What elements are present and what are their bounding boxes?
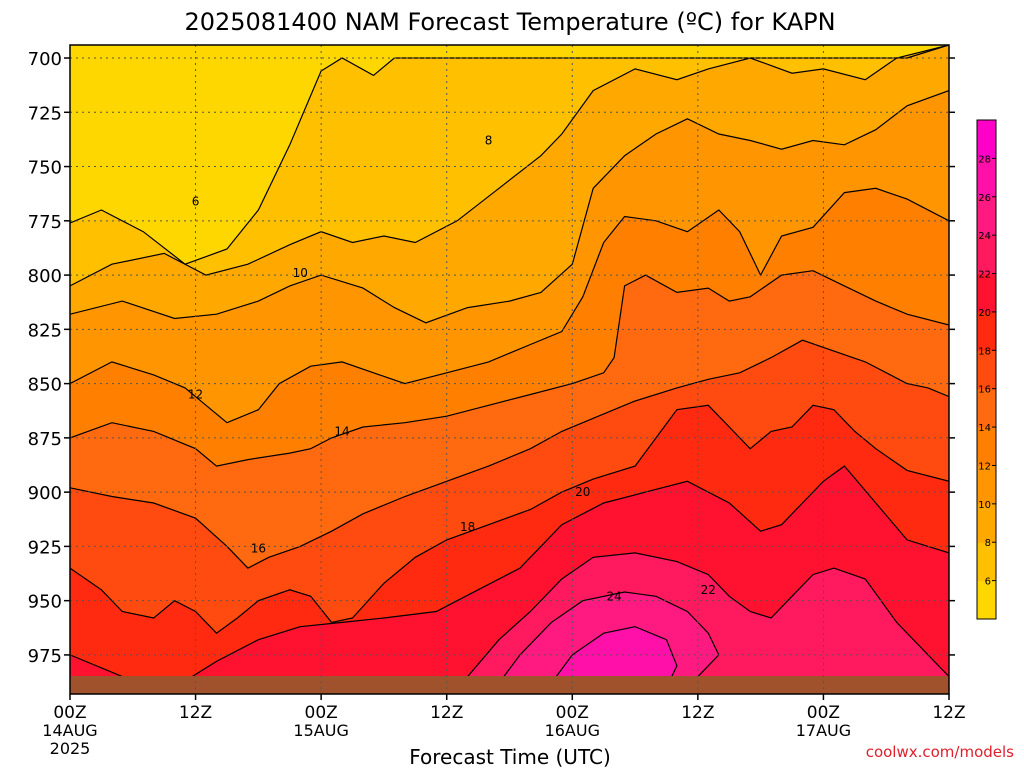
x-tick-year: 2025	[50, 739, 91, 758]
contour-label-18: 18	[460, 520, 475, 534]
contour-label-8: 8	[485, 134, 493, 148]
x-axis-label: Forecast Time (UTC)	[409, 745, 611, 768]
chart-title: 2025081400 NAM Forecast Temperature (ºC)…	[184, 8, 835, 36]
contour-line-24	[498, 591, 720, 684]
y-tick-label: 825	[28, 320, 62, 341]
colorbar-frame	[976, 119, 997, 620]
colorbar-label: 28	[978, 154, 991, 165]
x-tick-label: 00Z	[53, 703, 86, 723]
contour-line-26	[550, 626, 678, 688]
colorbar-swatch	[977, 158, 996, 198]
y-tick-label: 975	[28, 646, 62, 667]
y-tick-label: 750	[28, 158, 62, 179]
colorbar-label: 10	[978, 500, 991, 511]
contour-line-18	[70, 404, 949, 634]
contour-lines	[70, 45, 949, 689]
colorbar-label: 6	[985, 577, 991, 588]
contour-label-6: 6	[192, 194, 200, 208]
contour-line-14	[70, 270, 949, 467]
terrain-band	[70, 676, 949, 694]
contour-label-10: 10	[293, 266, 308, 280]
colorbar-swatch	[977, 503, 996, 543]
y-tick-label: 950	[28, 592, 62, 613]
plot-area: 6 8 10 12 14 16 18 20 22 24	[70, 45, 949, 694]
colorbar-label: 24	[978, 231, 991, 242]
contour-line-22	[467, 552, 949, 678]
x-tick-date: 17AUG	[796, 721, 851, 740]
contour-line-12	[70, 187, 949, 424]
colorbar-label: 22	[978, 270, 991, 281]
colorbar-label: 20	[978, 308, 991, 319]
x-tick-label: 00Z	[807, 703, 840, 723]
y-tick-label: 875	[28, 429, 62, 450]
colorbar-label: 8	[985, 538, 991, 549]
y-tick-label: 725	[28, 103, 62, 124]
grid-lines	[70, 45, 949, 694]
y-tick-label: 800	[28, 266, 62, 287]
plot-frame	[69, 44, 950, 695]
x-tick-label: 12Z	[932, 703, 965, 723]
colorbar-label: 26	[978, 193, 991, 204]
contour-label-12: 12	[188, 387, 203, 401]
x-tick-label: 12Z	[179, 703, 212, 723]
colorbar-label: 18	[978, 346, 991, 357]
colorbar-swatch	[977, 311, 996, 351]
y-tick-label: 700	[28, 49, 62, 70]
colorbar-swatch	[977, 120, 996, 159]
x-tick-label: 00Z	[305, 703, 338, 723]
contour-label-20: 20	[575, 485, 590, 499]
colorbar-swatch	[977, 235, 996, 275]
axes: 70072575077580082585087590092595097500Z1…	[28, 44, 966, 758]
colorbar-swatch	[977, 350, 996, 390]
contour-labels: 6 8 10 12 14 16 18 20 22 24	[188, 134, 716, 604]
contour-line-10	[70, 90, 949, 324]
colorbar-label: 14	[978, 423, 991, 434]
colorbar-swatch	[977, 542, 996, 582]
x-tick-date: 16AUG	[545, 721, 600, 740]
colorbar-swatch	[977, 465, 996, 505]
y-tick-label: 775	[28, 212, 62, 233]
x-tick-label: 12Z	[430, 703, 463, 723]
contour-label-14: 14	[334, 424, 349, 438]
contour-label-24: 24	[607, 589, 622, 603]
colorbar-label: 16	[978, 385, 991, 396]
colorbar-swatch	[977, 427, 996, 466]
colorbar-label: 12	[978, 461, 991, 472]
colorbar-swatch	[977, 196, 996, 236]
contour-line-20	[70, 465, 949, 689]
y-tick-label: 900	[28, 483, 62, 504]
contour-line-8	[70, 45, 949, 287]
x-tick-label: 00Z	[556, 703, 589, 723]
contour-line-16	[70, 339, 949, 569]
x-tick-date: 15AUG	[293, 721, 348, 740]
contour-label-16: 16	[251, 542, 266, 556]
y-tick-label: 925	[28, 537, 62, 558]
contour-label-22: 22	[701, 583, 716, 597]
colorbar-swatch	[977, 273, 996, 313]
colorbar-swatch	[977, 388, 996, 428]
credit-label: coolwx.com/models	[866, 743, 1014, 761]
colorbar-swatch	[977, 580, 996, 620]
x-tick-date: 14AUG	[42, 721, 97, 740]
colorbar: 6 8 10 12 14 16 18 20 22 24 26 28	[976, 119, 997, 620]
contour-fills	[70, 45, 949, 694]
y-tick-label: 850	[28, 375, 62, 396]
x-tick-label: 12Z	[681, 703, 714, 723]
